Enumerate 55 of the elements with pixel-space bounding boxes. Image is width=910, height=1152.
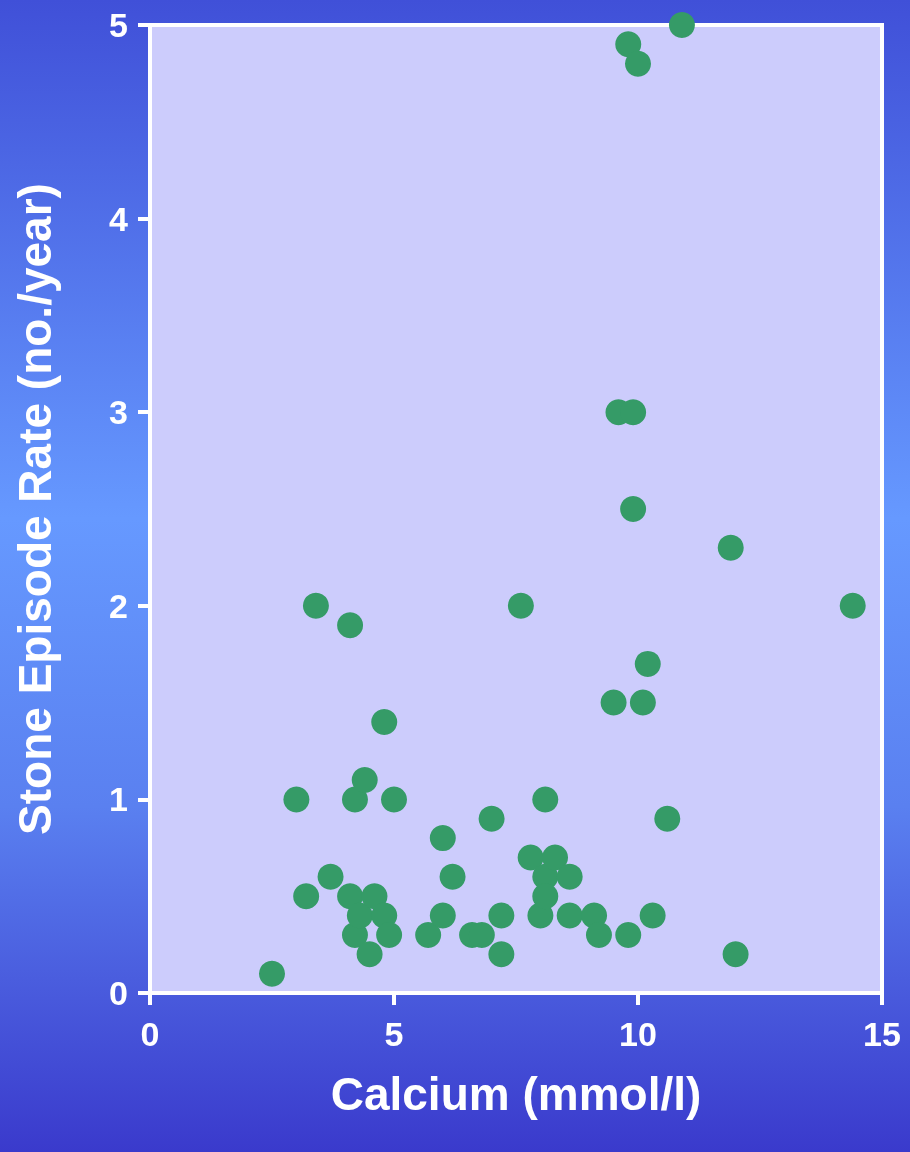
- point: [532, 786, 559, 813]
- point: [283, 786, 310, 813]
- point: [517, 844, 544, 871]
- point: [668, 12, 695, 38]
- point: [337, 612, 364, 639]
- point: [302, 592, 329, 619]
- point: [717, 534, 744, 561]
- point: [439, 863, 466, 890]
- point: [654, 805, 681, 832]
- point: [625, 50, 651, 77]
- x-tick-label: 0: [140, 1015, 160, 1053]
- y-tick-label: 5: [109, 6, 128, 44]
- point: [600, 689, 627, 716]
- point: [507, 592, 534, 619]
- point: [722, 941, 749, 968]
- y-tick-label: 1: [109, 780, 128, 819]
- point: [532, 883, 559, 910]
- point: [429, 902, 456, 929]
- point: [556, 902, 583, 929]
- x-tick-label: 5: [384, 1015, 404, 1053]
- point: [356, 941, 383, 968]
- point: [542, 844, 569, 871]
- y-tick-label: 2: [109, 586, 128, 625]
- point: [639, 902, 666, 929]
- point: [293, 883, 320, 910]
- point: [488, 902, 515, 929]
- point: [346, 902, 373, 929]
- point: [371, 708, 398, 735]
- point: [317, 863, 344, 890]
- x-axis-title: Calcium (mmol/l): [330, 1068, 702, 1120]
- point: [415, 921, 442, 948]
- point: [585, 921, 612, 948]
- point: [381, 786, 407, 813]
- point: [337, 883, 364, 910]
- point: [556, 863, 583, 890]
- point: [629, 689, 656, 716]
- point: [376, 921, 403, 948]
- point: [839, 592, 866, 619]
- point: [429, 825, 456, 852]
- point: [341, 786, 368, 813]
- point: [615, 921, 642, 948]
- x-tick-label: 15: [863, 1015, 901, 1053]
- x-tick-label: 10: [619, 1015, 657, 1053]
- point: [361, 883, 388, 910]
- point: [615, 31, 642, 58]
- point: [351, 767, 378, 794]
- y-axis-title: Stone Episode Rate (no./year): [9, 183, 61, 835]
- y-tick-label: 0: [109, 974, 128, 1012]
- y-tick-label: 3: [109, 393, 128, 432]
- point: [634, 650, 661, 677]
- point: [488, 941, 515, 968]
- y-tick-label: 4: [109, 199, 129, 238]
- point: [620, 496, 647, 522]
- point: [478, 805, 505, 832]
- point: [259, 960, 285, 987]
